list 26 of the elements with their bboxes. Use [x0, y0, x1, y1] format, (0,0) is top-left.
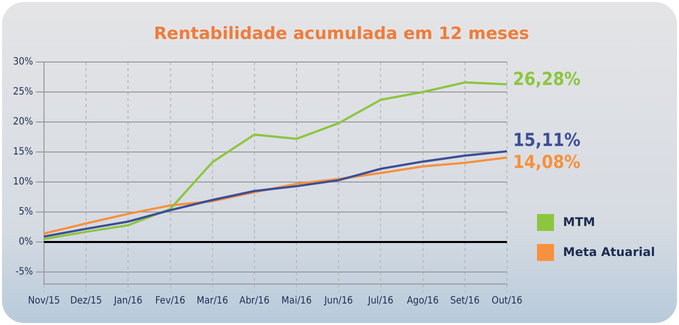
- chart-title: Rentabilidade acumulada em 12 meses: [152, 24, 530, 44]
- y-tick-label: 20%: [12, 116, 34, 128]
- y-tick-label: -5%: [15, 266, 34, 278]
- x-tick-label: Mar/16: [196, 296, 228, 307]
- x-tick-label: Abr/16: [239, 296, 270, 307]
- x-tick-label: Set/16: [450, 296, 480, 307]
- x-tick-label: Ago/16: [406, 296, 440, 307]
- data-label: 15,11%: [513, 130, 580, 152]
- y-tick-label: 5%: [18, 206, 34, 218]
- x-tick-label: Jan/16: [113, 296, 143, 307]
- x-tick-label: Fev/16: [155, 296, 186, 307]
- x-tick-label: Dez/15: [70, 296, 102, 307]
- data-label: 26,28%: [513, 68, 580, 90]
- y-tick-label: 25%: [12, 86, 34, 98]
- x-tick-label: Out/16: [492, 296, 523, 307]
- y-tick-label: 0%: [18, 236, 34, 248]
- x-tick-label: Mai/16: [281, 296, 312, 307]
- data-label: 14,08%: [513, 152, 580, 174]
- legend-label: Meta Atuarial: [563, 245, 655, 260]
- x-tick-label: Jul/16: [367, 296, 394, 307]
- y-tick-label: 10%: [12, 176, 34, 188]
- y-tick-label: 30%: [12, 56, 34, 68]
- legend-label: MTM: [563, 215, 596, 230]
- x-tick-label: Jun/16: [323, 296, 354, 307]
- y-tick-label: 15%: [12, 146, 34, 158]
- x-tick-label: Nov/15: [28, 296, 60, 307]
